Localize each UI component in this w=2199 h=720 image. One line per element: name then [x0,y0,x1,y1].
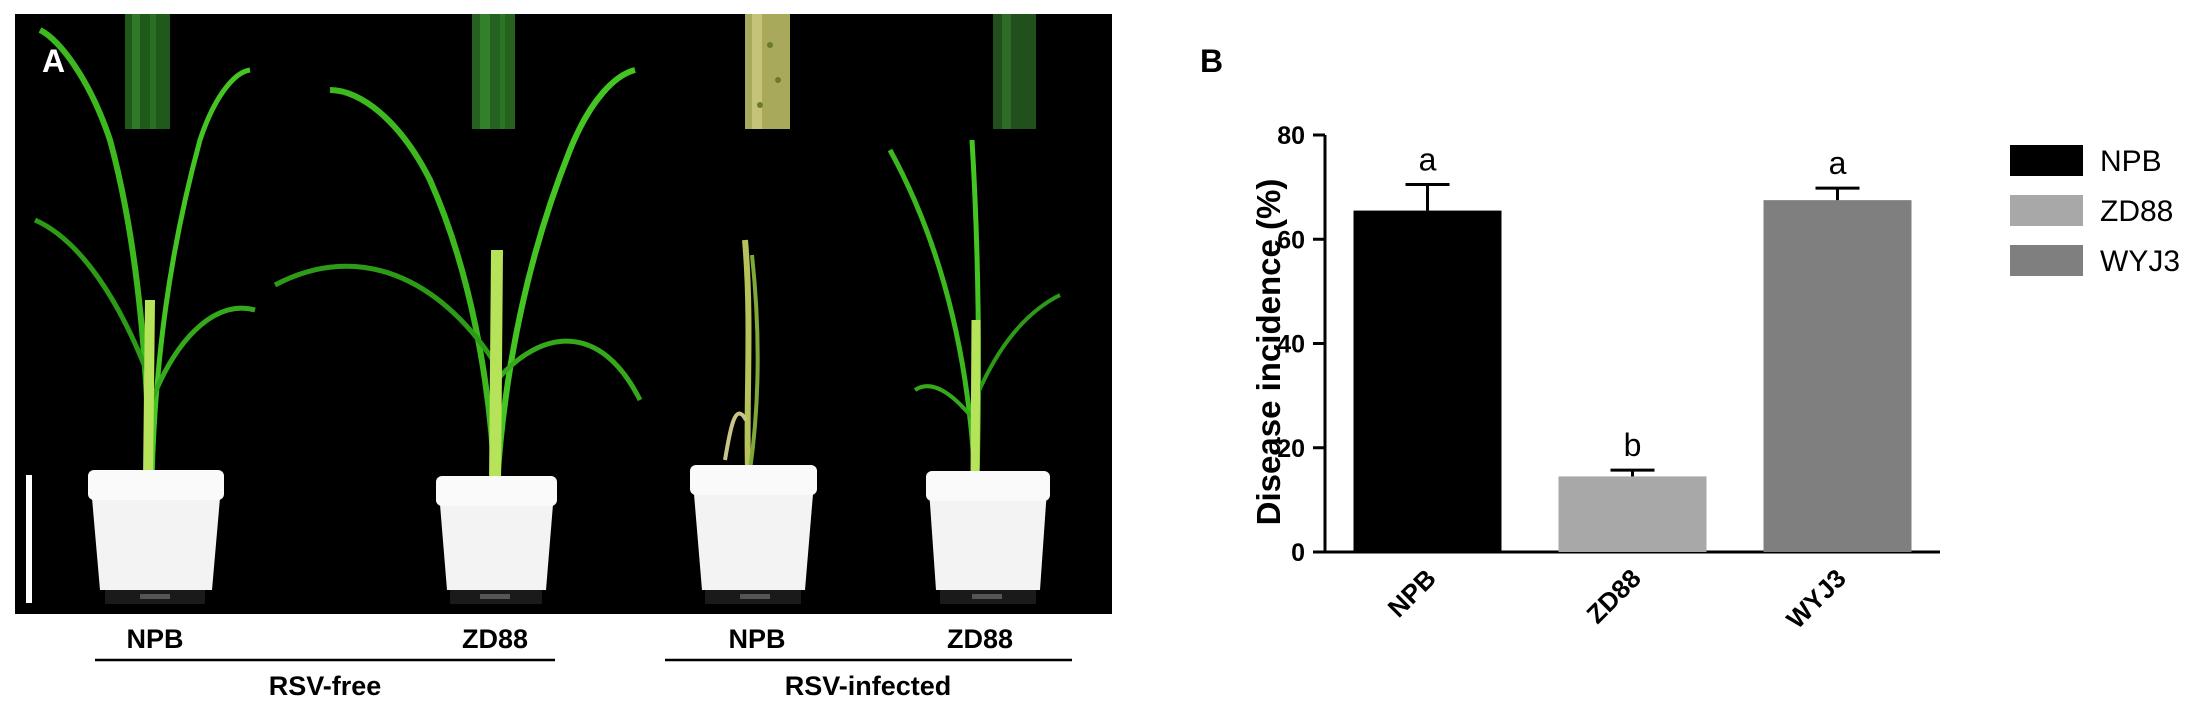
y-tick-label-2: 40 [1277,331,1305,359]
x-tick-label-npb: NPB [1382,563,1442,623]
group-label-rsv-infected: RSV-infected [785,671,952,701]
plant-zd88-rsv-free [273,67,643,486]
significance-label-zd88: b [1624,427,1642,463]
panel-b: B Disease incidence (%) 0 20 40 60 80 a b a NP… [1160,0,2199,715]
y-axis-title: Disease incidence (%) [1250,179,1287,526]
leaf-inset-zd88-infected [993,14,1036,129]
scale-bar [26,475,32,603]
pot-npb-rsv-infected [690,465,817,604]
plant-label-1: NPB [126,624,183,654]
legend: NPB ZD88 WYJ3 [2010,145,2180,278]
plant-label-3: NPB [728,624,785,654]
bar-npb [1353,210,1502,553]
x-tick-label-zd88: ZD88 [1581,563,1647,629]
panel-a: A [15,14,1112,701]
y-tick-label-0: 0 [1291,539,1305,567]
significance-label-npb: a [1419,142,1437,178]
significance-label-wyj3: a [1829,145,1847,181]
plant-npb-rsv-free [33,27,256,481]
legend-swatch-npb [2010,145,2083,176]
bar-wyj3 [1763,200,1912,552]
legend-label-npb: NPB [2100,145,2162,178]
plant-label-2: ZD88 [462,624,528,654]
panel-b-label: B [1200,43,1223,79]
y-tick-label-4: 80 [1277,122,1305,150]
legend-label-zd88: ZD88 [2100,195,2173,228]
bar-zd88 [1558,476,1707,552]
pot-zd88-rsv-infected [926,471,1050,604]
disease-incidence-chart: B Disease incidence (%) 0 20 40 60 80 a b a NP… [1200,43,2180,634]
panel-a-figure: A [15,14,1112,701]
pot-zd88-rsv-free [436,476,557,604]
group-label-rsv-free: RSV-free [269,671,382,701]
legend-swatch-wyj3 [2010,245,2083,276]
plant-zd88-rsv-infected [887,139,1061,481]
y-ticks: 0 20 40 60 80 [1277,122,1325,567]
plant-npb-rsv-infected [723,239,760,471]
leaf-inset-zd88-free [472,14,515,129]
y-tick-label-1: 20 [1277,435,1305,463]
plant-label-4: ZD88 [947,624,1013,654]
y-tick-label-3: 60 [1277,226,1305,254]
panel-a-label: A [42,43,65,79]
legend-label-wyj3: WYJ3 [2100,245,2180,278]
x-tick-label-wyj3: WYJ3 [1780,563,1851,634]
pot-npb-rsv-free [88,470,224,604]
leaf-inset-npb-infected [745,14,790,129]
leaf-inset-npb-free [125,14,170,129]
bars: a b a [1353,142,1912,553]
legend-swatch-zd88 [2010,195,2083,226]
x-tick-labels: NPB ZD88 WYJ3 [1382,563,1852,634]
